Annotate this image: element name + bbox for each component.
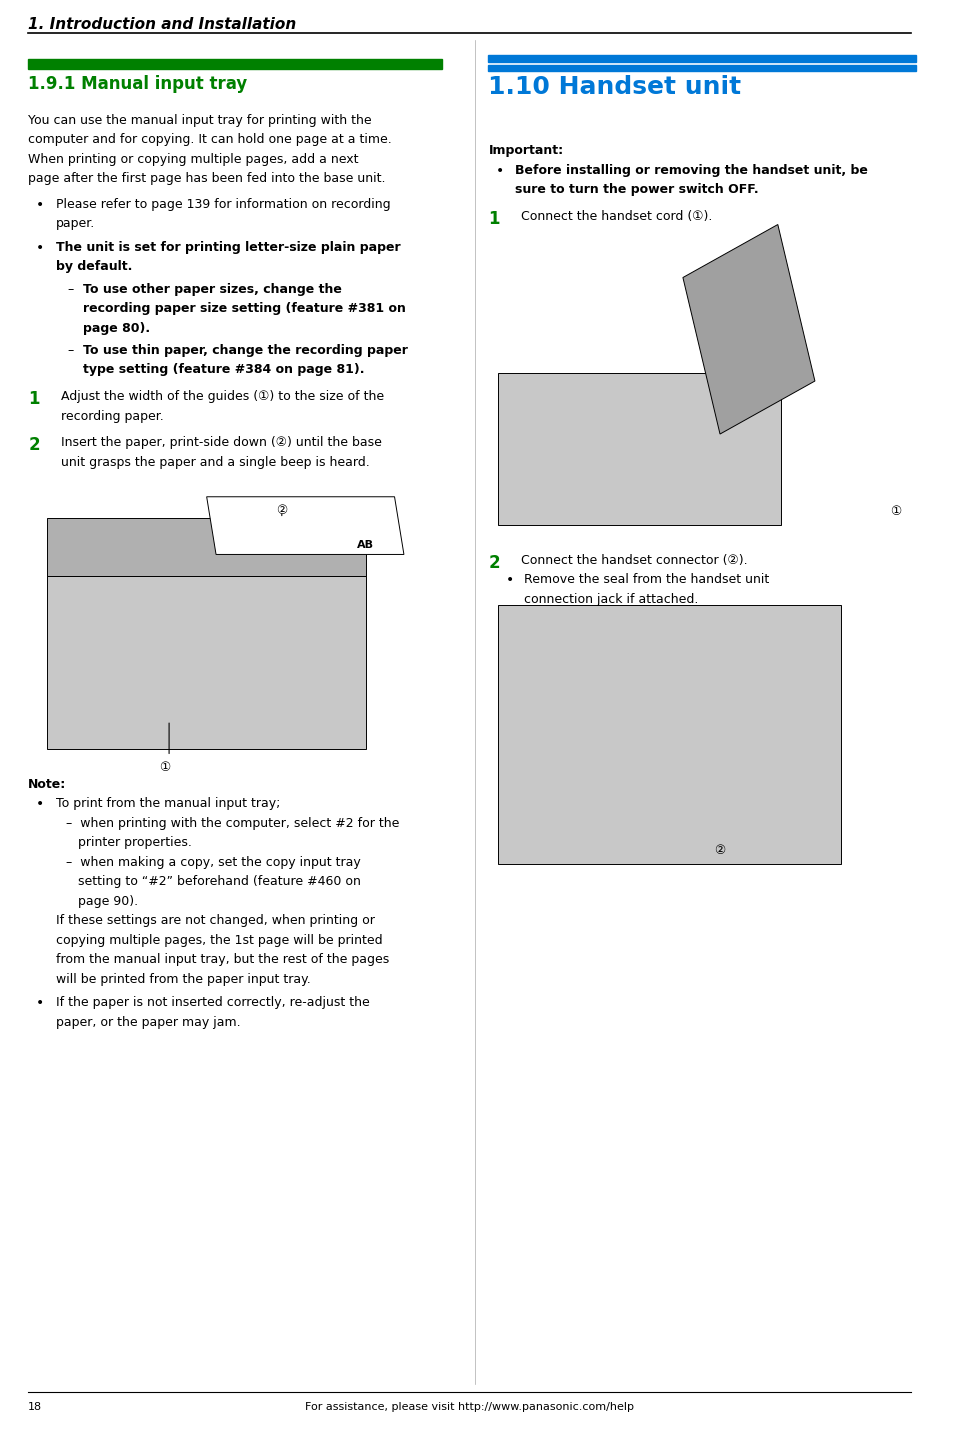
Text: ②: ②: [714, 844, 725, 857]
Text: If the paper is not inserted correctly, re-adjust the: If the paper is not inserted correctly, …: [56, 996, 370, 1009]
Text: 18: 18: [28, 1402, 42, 1412]
Text: Important:: Important:: [488, 144, 564, 157]
Bar: [498, 604, 841, 864]
Text: Connect the handset connector (②).: Connect the handset connector (②).: [522, 554, 748, 567]
Text: paper.: paper.: [56, 216, 96, 231]
Bar: [488, 65, 916, 71]
Bar: [47, 518, 367, 575]
Text: •: •: [505, 572, 514, 587]
Text: To print from the manual input tray;: To print from the manual input tray;: [56, 797, 280, 810]
Bar: [683, 225, 815, 434]
Text: recording paper.: recording paper.: [61, 410, 164, 423]
Text: will be printed from the paper input tray.: will be printed from the paper input tra…: [56, 972, 311, 986]
Text: –: –: [68, 283, 74, 296]
Text: printer properties.: printer properties.: [66, 836, 191, 849]
Text: page 90).: page 90).: [66, 894, 138, 908]
Text: from the manual input tray, but the rest of the pages: from the manual input tray, but the rest…: [56, 953, 389, 966]
Text: connection jack if attached.: connection jack if attached.: [524, 593, 699, 606]
Text: paper, or the paper may jam.: paper, or the paper may jam.: [56, 1015, 241, 1030]
Text: recording paper size setting (feature #381 on: recording paper size setting (feature #3…: [82, 301, 406, 316]
Text: ①: ①: [159, 760, 170, 774]
Text: If these settings are not changed, when printing or: If these settings are not changed, when …: [56, 914, 375, 927]
Text: type setting (feature #384 on page 81).: type setting (feature #384 on page 81).: [82, 363, 365, 376]
Text: setting to “#2” beforehand (feature #460 on: setting to “#2” beforehand (feature #460…: [66, 875, 361, 888]
Text: 1.9.1 Manual input tray: 1.9.1 Manual input tray: [28, 75, 248, 92]
Text: 1: 1: [488, 209, 500, 228]
Text: ①: ①: [891, 505, 901, 518]
Text: Adjust the width of the guides (①) to the size of the: Adjust the width of the guides (①) to th…: [61, 389, 384, 404]
Text: •: •: [35, 241, 44, 255]
Text: Before installing or removing the handset unit, be: Before installing or removing the handse…: [515, 163, 868, 177]
Text: To use thin paper, change the recording paper: To use thin paper, change the recording …: [82, 343, 408, 358]
Text: 1: 1: [28, 389, 39, 408]
Text: by default.: by default.: [56, 260, 133, 274]
Text: –: –: [68, 343, 74, 358]
Text: •: •: [35, 996, 44, 1011]
Text: Insert the paper, print-side down (②) until the base: Insert the paper, print-side down (②) un…: [61, 435, 382, 450]
Bar: [488, 55, 916, 62]
Text: computer and for copying. It can hold one page at a time.: computer and for copying. It can hold on…: [28, 133, 392, 147]
Text: •: •: [496, 163, 504, 177]
Text: When printing or copying multiple pages, add a next: When printing or copying multiple pages,…: [28, 153, 359, 166]
Text: unit grasps the paper and a single beep is heard.: unit grasps the paper and a single beep …: [61, 456, 369, 469]
Text: •: •: [35, 797, 44, 812]
Text: You can use the manual input tray for printing with the: You can use the manual input tray for pr…: [28, 114, 372, 127]
Text: page 80).: page 80).: [82, 322, 150, 335]
Text: 2: 2: [488, 554, 501, 571]
Text: •: •: [35, 198, 44, 212]
Text: Connect the handset cord (①).: Connect the handset cord (①).: [522, 209, 713, 224]
Bar: [498, 373, 781, 525]
Bar: [28, 59, 441, 69]
Text: To use other paper sizes, change the: To use other paper sizes, change the: [82, 283, 342, 296]
Text: For assistance, please visit http://www.panasonic.com/help: For assistance, please visit http://www.…: [305, 1402, 634, 1412]
Text: –  when making a copy, set the copy input tray: – when making a copy, set the copy input…: [66, 855, 361, 870]
Text: copying multiple pages, the 1st page will be printed: copying multiple pages, the 1st page wil…: [56, 933, 383, 947]
Text: 1.10 Handset unit: 1.10 Handset unit: [488, 75, 742, 99]
Text: Please refer to page 139 for information on recording: Please refer to page 139 for information…: [56, 198, 391, 211]
Text: 1. Introduction and Installation: 1. Introduction and Installation: [28, 17, 297, 32]
Text: ②: ②: [277, 503, 287, 518]
Bar: [28, 489, 441, 763]
Polygon shape: [207, 496, 404, 554]
Text: –  when printing with the computer, select #2 for the: – when printing with the computer, selec…: [66, 816, 399, 831]
Text: 2: 2: [28, 435, 40, 454]
Text: sure to turn the power switch OFF.: sure to turn the power switch OFF.: [515, 183, 758, 196]
Bar: [47, 575, 367, 748]
Text: page after the first page has been fed into the base unit.: page after the first page has been fed i…: [28, 172, 386, 186]
Text: Note:: Note:: [28, 777, 66, 792]
Text: AB: AB: [357, 539, 374, 549]
Text: Remove the seal from the handset unit: Remove the seal from the handset unit: [524, 572, 769, 587]
Text: The unit is set for printing letter-size plain paper: The unit is set for printing letter-size…: [56, 241, 401, 254]
